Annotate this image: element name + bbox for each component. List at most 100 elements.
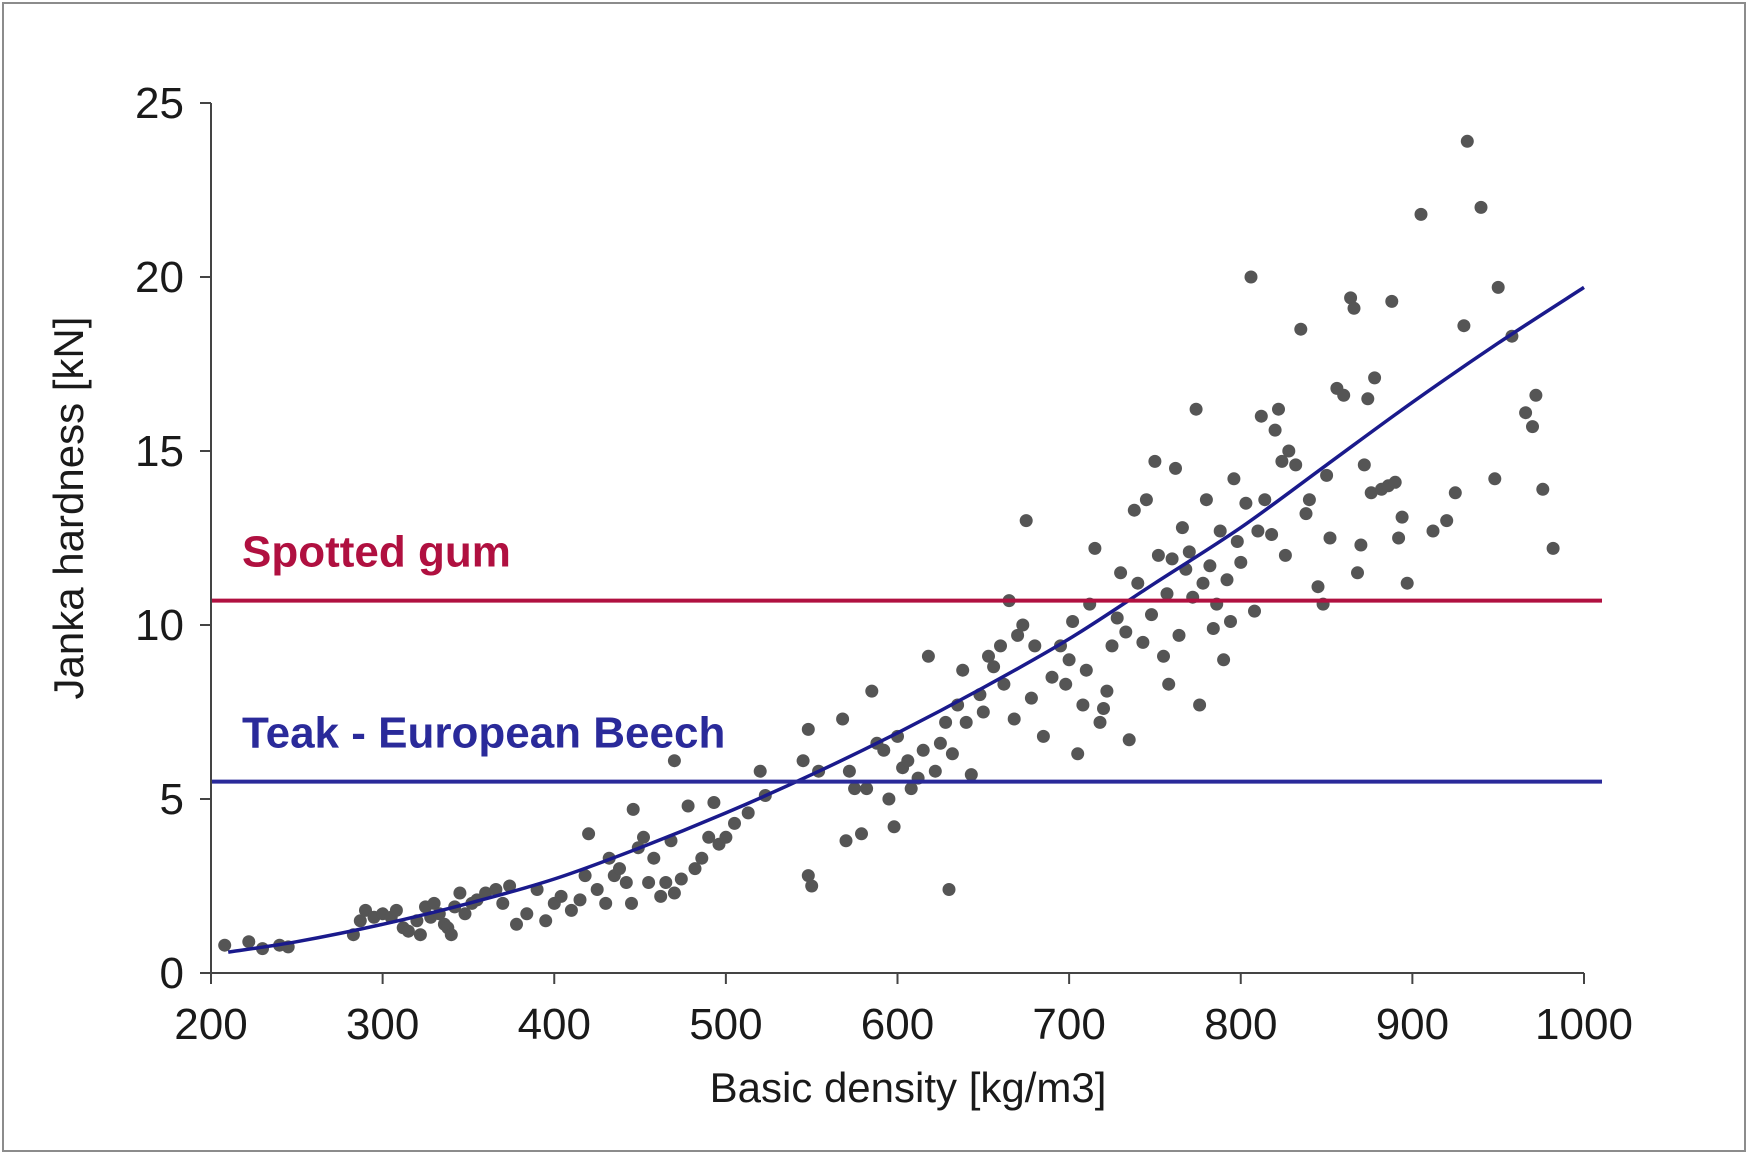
data-point bbox=[976, 705, 990, 719]
data-point bbox=[1426, 524, 1440, 538]
data-point bbox=[928, 764, 942, 778]
data-point bbox=[688, 862, 702, 876]
data-point bbox=[637, 830, 650, 844]
data-point bbox=[1357, 458, 1371, 472]
y-tick-label: 5 bbox=[160, 775, 184, 824]
data-point bbox=[805, 879, 819, 893]
data-point bbox=[1169, 461, 1182, 475]
data-point bbox=[1019, 514, 1033, 528]
data-point bbox=[1254, 409, 1268, 423]
data-point bbox=[877, 743, 891, 757]
data-point bbox=[1275, 454, 1289, 468]
data-point bbox=[842, 764, 856, 778]
data-point bbox=[987, 660, 1001, 674]
data-point bbox=[741, 806, 755, 820]
reference-label-teak-european-beech: Teak - European Beech bbox=[242, 709, 725, 758]
fit-curve bbox=[227, 285, 1585, 954]
data-point bbox=[1265, 528, 1279, 541]
data-point bbox=[1097, 702, 1110, 715]
axes: 200 300 400 500 600 700 800 900 1000 0 5 10 15 20 25 bbox=[135, 79, 1633, 1049]
data-point bbox=[1488, 472, 1502, 486]
data-point bbox=[1199, 493, 1213, 507]
data-point bbox=[1007, 712, 1021, 726]
data-point bbox=[1131, 576, 1145, 590]
data-point bbox=[1162, 677, 1176, 691]
data-point bbox=[659, 876, 673, 889]
data-point bbox=[1036, 729, 1050, 743]
x-tick-label: 500 bbox=[689, 1000, 762, 1049]
data-point bbox=[1526, 420, 1539, 434]
x-tick-label: 800 bbox=[1204, 1000, 1277, 1049]
y-tick-label: 15 bbox=[135, 427, 184, 476]
data-point bbox=[1206, 622, 1220, 635]
data-point bbox=[1234, 555, 1248, 569]
data-point bbox=[1160, 587, 1174, 601]
reference-lines: Spotted gum Teak - European Beech bbox=[211, 528, 1602, 784]
data-point bbox=[1457, 319, 1471, 333]
data-point bbox=[389, 903, 403, 917]
data-point bbox=[848, 782, 862, 796]
data-point bbox=[1299, 507, 1313, 521]
data-point bbox=[865, 684, 879, 698]
data-point bbox=[1230, 535, 1244, 548]
data-point bbox=[554, 889, 568, 903]
data-point bbox=[1258, 493, 1272, 507]
data-point bbox=[1395, 510, 1409, 524]
data-point bbox=[218, 938, 232, 952]
data-point bbox=[1148, 454, 1162, 468]
data-point bbox=[1136, 635, 1150, 649]
data-point bbox=[654, 889, 668, 903]
data-point bbox=[719, 830, 733, 844]
data-point bbox=[695, 851, 709, 865]
data-point bbox=[1172, 628, 1186, 642]
data-point bbox=[647, 851, 661, 865]
data-point bbox=[1302, 493, 1316, 507]
data-point bbox=[642, 876, 656, 889]
data-point bbox=[1139, 493, 1153, 507]
data-point bbox=[801, 722, 815, 736]
data-point bbox=[1244, 270, 1258, 284]
data-point bbox=[1294, 322, 1308, 336]
data-point bbox=[427, 896, 441, 910]
data-point bbox=[1448, 486, 1462, 500]
data-point bbox=[1203, 559, 1217, 573]
data-point bbox=[1392, 531, 1406, 545]
x-tick-label: 300 bbox=[346, 1000, 419, 1049]
data-point bbox=[1251, 524, 1265, 538]
data-point bbox=[353, 914, 367, 928]
data-point bbox=[539, 914, 553, 928]
data-point bbox=[496, 896, 510, 910]
data-point bbox=[1224, 615, 1237, 628]
data-point bbox=[1385, 294, 1399, 308]
data-point bbox=[901, 754, 915, 768]
data-point bbox=[1311, 580, 1325, 594]
data-point bbox=[982, 649, 995, 663]
data-point bbox=[942, 883, 956, 896]
data-point bbox=[1196, 576, 1210, 590]
data-point bbox=[1105, 639, 1119, 653]
data-point bbox=[453, 886, 467, 900]
data-point bbox=[887, 820, 901, 834]
data-point bbox=[619, 876, 633, 889]
data-point bbox=[1227, 472, 1241, 486]
data-point bbox=[674, 872, 688, 886]
data-point bbox=[590, 883, 604, 896]
data-point bbox=[1368, 371, 1382, 385]
data-point bbox=[959, 715, 973, 729]
data-point bbox=[1278, 548, 1292, 562]
data-point bbox=[1400, 576, 1414, 590]
data-point bbox=[1028, 639, 1042, 653]
data-point bbox=[796, 754, 810, 768]
data-point bbox=[801, 869, 815, 883]
y-tick-label: 10 bbox=[135, 601, 184, 650]
data-point bbox=[921, 649, 935, 663]
data-point bbox=[1272, 402, 1285, 416]
data-point bbox=[599, 896, 613, 910]
data-point bbox=[1011, 628, 1025, 642]
data-point bbox=[1151, 548, 1165, 562]
data-point bbox=[1045, 670, 1059, 684]
data-point bbox=[994, 639, 1007, 653]
data-point bbox=[667, 886, 681, 900]
